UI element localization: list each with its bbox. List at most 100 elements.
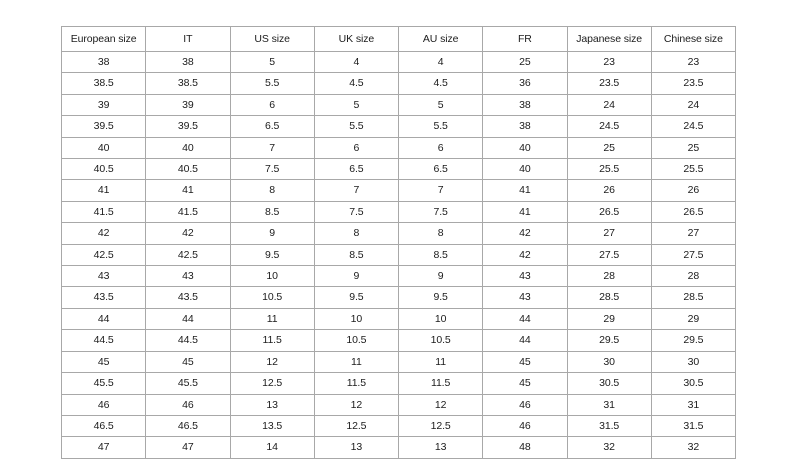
table-cell: 46: [482, 414, 568, 438]
table-cell: 41.5: [60, 200, 147, 224]
table-cell: 4: [397, 50, 484, 74]
table-cell: 31: [566, 393, 652, 416]
table-cell: 5: [229, 50, 315, 74]
table-cell: 47: [145, 436, 231, 459]
table-cell: 8.5: [397, 243, 484, 267]
table-row: 42 42 9 8 8 42 27 27: [60, 222, 737, 245]
table-cell: 12: [229, 350, 315, 374]
column-header: AU size: [397, 26, 484, 52]
table-cell: 5.5: [397, 115, 484, 138]
table-cell: 47: [60, 436, 147, 459]
table-cell: 6.5: [229, 115, 315, 138]
table-row: 40.5 40.5 7.5 6.5 6.5 40 25.5 25.5: [60, 158, 737, 181]
table-cell: 31.5: [566, 414, 652, 438]
table-cell: 28: [566, 265, 652, 288]
table-cell: 45.5: [145, 372, 231, 395]
table-cell: 9.5: [397, 286, 484, 309]
table-cell: 9: [313, 265, 400, 288]
table-cell: 44: [482, 329, 568, 352]
table-row: 46.5 46.5 13.5 12.5 12.5 46 31.5 31.5: [60, 414, 737, 438]
table-cell: 11: [313, 350, 400, 374]
table-cell: 10.5: [313, 329, 400, 352]
table-cell: 43: [482, 265, 568, 288]
table-cell: 12.5: [397, 414, 484, 438]
table-cell: 41: [482, 200, 568, 224]
table-cell: 27: [650, 222, 737, 245]
table-cell: 10: [397, 307, 484, 331]
table-cell: 42: [482, 243, 568, 267]
size-chart-container: European size IT US size UK size AU size FR Ja…: [60, 26, 737, 459]
table-row: 39 39 6 5 5 38 24 24: [60, 93, 737, 117]
table-cell: 23: [566, 50, 652, 74]
table-cell: 42: [60, 222, 147, 245]
table-cell: 41: [60, 179, 147, 202]
table-cell: 40.5: [60, 158, 147, 181]
table-cell: 38: [482, 115, 568, 138]
table-cell: 41: [145, 179, 231, 202]
table-cell: 10.5: [229, 286, 315, 309]
table-cell: 45: [482, 350, 568, 374]
table-cell: 5.5: [313, 115, 400, 138]
table-cell: 7.5: [229, 158, 315, 181]
table-cell: 30: [566, 350, 652, 374]
table-cell: 40: [482, 158, 568, 181]
table-cell: 5: [313, 93, 400, 117]
table-cell: 12.5: [313, 414, 400, 438]
table-cell: 7.5: [313, 200, 400, 224]
table-cell: 23.5: [566, 72, 652, 95]
table-cell: 30.5: [566, 372, 652, 395]
table-cell: 48: [482, 436, 568, 459]
table-cell: 44: [482, 307, 568, 331]
table-cell: 12: [397, 393, 484, 416]
table-cell: 25: [482, 50, 568, 74]
table-cell: 4: [313, 50, 400, 74]
table-cell: 25.5: [650, 158, 737, 181]
table-cell: 43: [145, 265, 231, 288]
table-cell: 40: [145, 136, 231, 160]
table-cell: 40: [60, 136, 147, 160]
table-row: 45 45 12 11 11 45 30 30: [60, 350, 737, 374]
table-row: 43.5 43.5 10.5 9.5 9.5 43 28.5 28.5: [60, 286, 737, 309]
table-cell: 24: [650, 93, 737, 117]
table-cell: 38: [60, 50, 147, 74]
page-root: European size IT US size UK size AU size FR Ja…: [60, 26, 737, 459]
table-cell: 13: [229, 393, 315, 416]
table-cell: 43: [60, 265, 147, 288]
table-cell: 8: [313, 222, 400, 245]
table-cell: 41: [482, 179, 568, 202]
table-cell: 29: [566, 307, 652, 331]
table-cell: 44: [145, 307, 231, 331]
table-cell: 42: [145, 222, 231, 245]
table-cell: 4.5: [397, 72, 484, 95]
table-cell: 11.5: [397, 372, 484, 395]
table-cell: 4.5: [313, 72, 400, 95]
table-cell: 25: [566, 136, 652, 160]
column-header: US size: [229, 26, 315, 52]
table-row: 40 40 7 6 6 40 25 25: [60, 136, 737, 160]
table-row: 46 46 13 12 12 46 31 31: [60, 393, 737, 416]
table-cell: 30: [650, 350, 737, 374]
table-cell: 6.5: [313, 158, 400, 181]
table-cell: 46.5: [60, 414, 147, 438]
table-cell: 28.5: [566, 286, 652, 309]
table-row: 41.5 41.5 8.5 7.5 7.5 41 26.5 26.5: [60, 200, 737, 224]
column-header: Chinese size: [650, 26, 737, 52]
table-cell: 8: [229, 179, 315, 202]
table-cell: 13: [313, 436, 400, 459]
column-header: IT: [145, 26, 231, 52]
table-cell: 28.5: [650, 286, 737, 309]
table-cell: 44.5: [145, 329, 231, 352]
table-cell: 7: [397, 179, 484, 202]
column-header: Japanese size: [566, 26, 652, 52]
table-cell: 13.5: [229, 414, 315, 438]
table-cell: 8.5: [313, 243, 400, 267]
table-cell: 45.5: [60, 372, 147, 395]
table-cell: 45: [145, 350, 231, 374]
table-header: European size IT US size UK size AU size FR Ja…: [60, 26, 737, 52]
table-cell: 9: [229, 222, 315, 245]
table-cell: 29: [650, 307, 737, 331]
table-cell: 39: [60, 93, 147, 117]
table-cell: 26.5: [650, 200, 737, 224]
table-cell: 31: [650, 393, 737, 416]
table-cell: 28: [650, 265, 737, 288]
